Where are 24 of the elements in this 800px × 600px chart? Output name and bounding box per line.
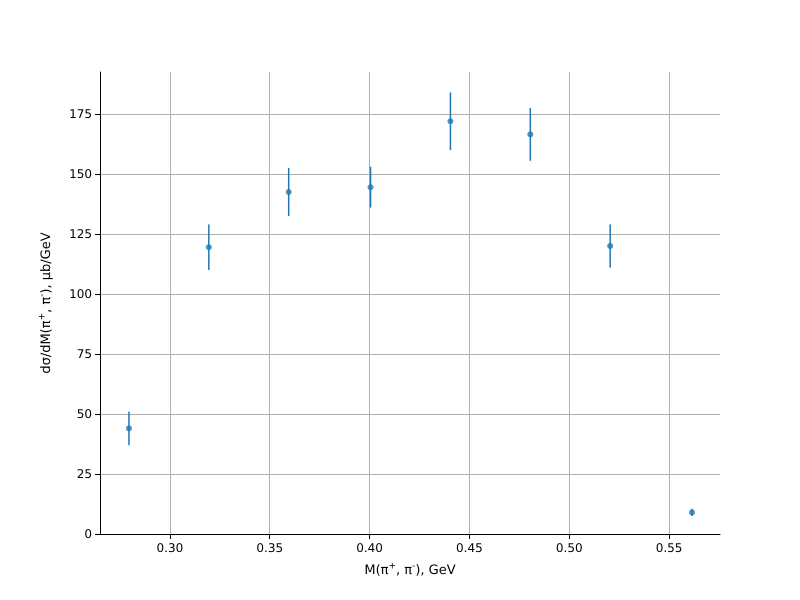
x-tick-label: 0.30 [156, 541, 184, 555]
point [689, 509, 696, 516]
y-tick-label: 125 [69, 227, 92, 241]
point [206, 244, 212, 250]
x-tick-label: 0.50 [556, 541, 583, 555]
x-tick-label: 0.55 [656, 541, 682, 555]
point [447, 118, 454, 124]
x-tick-label: 0.35 [256, 541, 284, 555]
x-tick-label: 0.45 [456, 541, 483, 555]
point [368, 184, 374, 190]
y-axis-title: dσ/dM(π+, π-), μb/GeV [38, 232, 54, 374]
point [607, 243, 614, 249]
point [126, 425, 132, 432]
y-tick-label: 175 [69, 107, 92, 121]
y-tick-label: 50 [76, 407, 92, 421]
y-tick-label: 100 [69, 287, 92, 301]
x-tick-label: 0.40 [356, 541, 383, 555]
point [286, 189, 292, 195]
y-tick-label: 150 [69, 167, 92, 181]
y-tick-label: 0 [84, 527, 92, 541]
y-tick-label: 25 [76, 467, 92, 481]
point [527, 131, 534, 138]
y-tick-label: 75 [76, 347, 92, 361]
x-axis-title: M(π+, π-), GeV [364, 562, 456, 578]
